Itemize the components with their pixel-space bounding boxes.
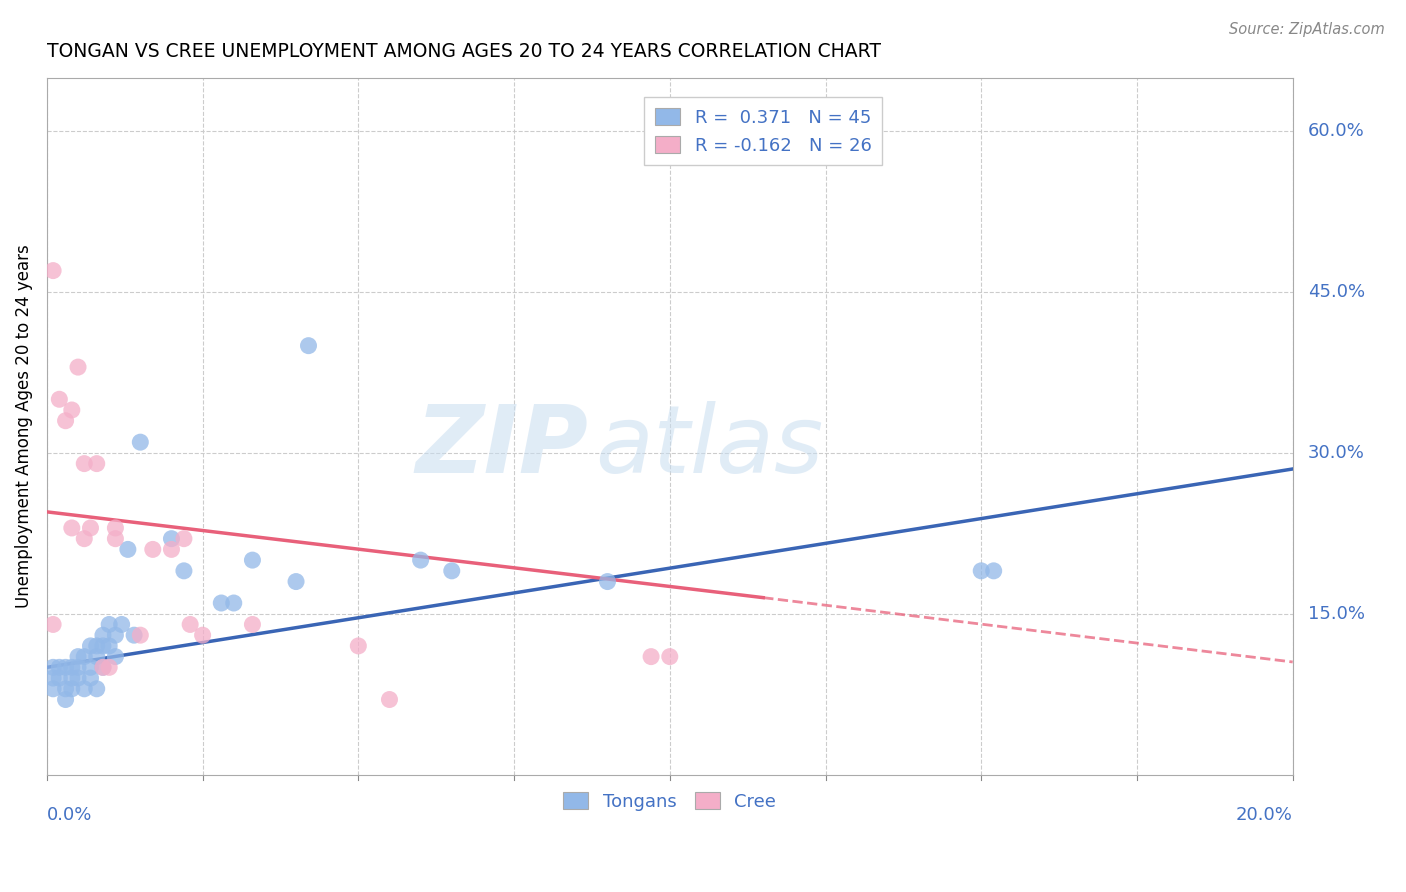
- Point: [60, 403, 83, 417]
- Point: [129, 628, 152, 642]
- Point: [242, 617, 264, 632]
- Point: [48, 392, 70, 407]
- Point: [42, 681, 65, 696]
- Text: 15.0%: 15.0%: [1308, 605, 1365, 623]
- Point: [55, 660, 77, 674]
- Text: Source: ZipAtlas.com: Source: ZipAtlas.com: [1229, 22, 1385, 37]
- Point: [91, 660, 114, 674]
- Point: [222, 596, 245, 610]
- Point: [173, 564, 195, 578]
- Point: [129, 435, 152, 450]
- Point: [209, 596, 232, 610]
- Point: [79, 639, 101, 653]
- Point: [55, 692, 77, 706]
- Legend: Tongans, Cree: Tongans, Cree: [555, 785, 783, 818]
- Point: [86, 457, 108, 471]
- Point: [160, 542, 183, 557]
- Point: [983, 564, 1005, 578]
- Point: [440, 564, 463, 578]
- Text: atlas: atlas: [595, 401, 824, 492]
- Point: [104, 649, 127, 664]
- Point: [378, 692, 401, 706]
- Point: [104, 521, 127, 535]
- Point: [73, 457, 96, 471]
- Point: [142, 542, 165, 557]
- Point: [79, 660, 101, 674]
- Point: [67, 649, 90, 664]
- Y-axis label: Unemployment Among Ages 20 to 24 years: Unemployment Among Ages 20 to 24 years: [15, 244, 32, 608]
- Point: [970, 564, 993, 578]
- Point: [98, 617, 121, 632]
- Point: [91, 639, 114, 653]
- Point: [347, 639, 370, 653]
- Point: [73, 649, 96, 664]
- Text: 45.0%: 45.0%: [1308, 283, 1365, 301]
- Point: [191, 628, 214, 642]
- Point: [42, 263, 65, 277]
- Point: [285, 574, 308, 589]
- Point: [658, 649, 681, 664]
- Point: [297, 339, 319, 353]
- Point: [117, 542, 139, 557]
- Text: TONGAN VS CREE UNEMPLOYMENT AMONG AGES 20 TO 24 YEARS CORRELATION CHART: TONGAN VS CREE UNEMPLOYMENT AMONG AGES 2…: [46, 42, 882, 61]
- Point: [67, 360, 90, 375]
- Point: [55, 414, 77, 428]
- Point: [111, 617, 134, 632]
- Point: [60, 521, 83, 535]
- Point: [104, 628, 127, 642]
- Point: [98, 639, 121, 653]
- Point: [242, 553, 264, 567]
- Text: 60.0%: 60.0%: [1308, 122, 1364, 140]
- Point: [55, 681, 77, 696]
- Point: [86, 681, 108, 696]
- Point: [48, 671, 70, 685]
- Point: [640, 649, 662, 664]
- Point: [160, 532, 183, 546]
- Point: [79, 671, 101, 685]
- Point: [79, 521, 101, 535]
- Point: [42, 660, 65, 674]
- Text: 0.0%: 0.0%: [46, 806, 93, 824]
- Point: [104, 532, 127, 546]
- Point: [91, 628, 114, 642]
- Point: [42, 617, 65, 632]
- Point: [91, 660, 114, 674]
- Point: [409, 553, 432, 567]
- Text: 30.0%: 30.0%: [1308, 444, 1364, 462]
- Point: [86, 639, 108, 653]
- Point: [73, 532, 96, 546]
- Point: [67, 660, 90, 674]
- Point: [86, 649, 108, 664]
- Point: [42, 671, 65, 685]
- Point: [60, 660, 83, 674]
- Point: [122, 628, 145, 642]
- Point: [73, 681, 96, 696]
- Text: 20.0%: 20.0%: [1236, 806, 1292, 824]
- Point: [67, 671, 90, 685]
- Point: [60, 671, 83, 685]
- Point: [179, 617, 201, 632]
- Text: ZIP: ZIP: [416, 401, 589, 493]
- Point: [48, 660, 70, 674]
- Point: [596, 574, 619, 589]
- Point: [98, 660, 121, 674]
- Point: [173, 532, 195, 546]
- Point: [60, 681, 83, 696]
